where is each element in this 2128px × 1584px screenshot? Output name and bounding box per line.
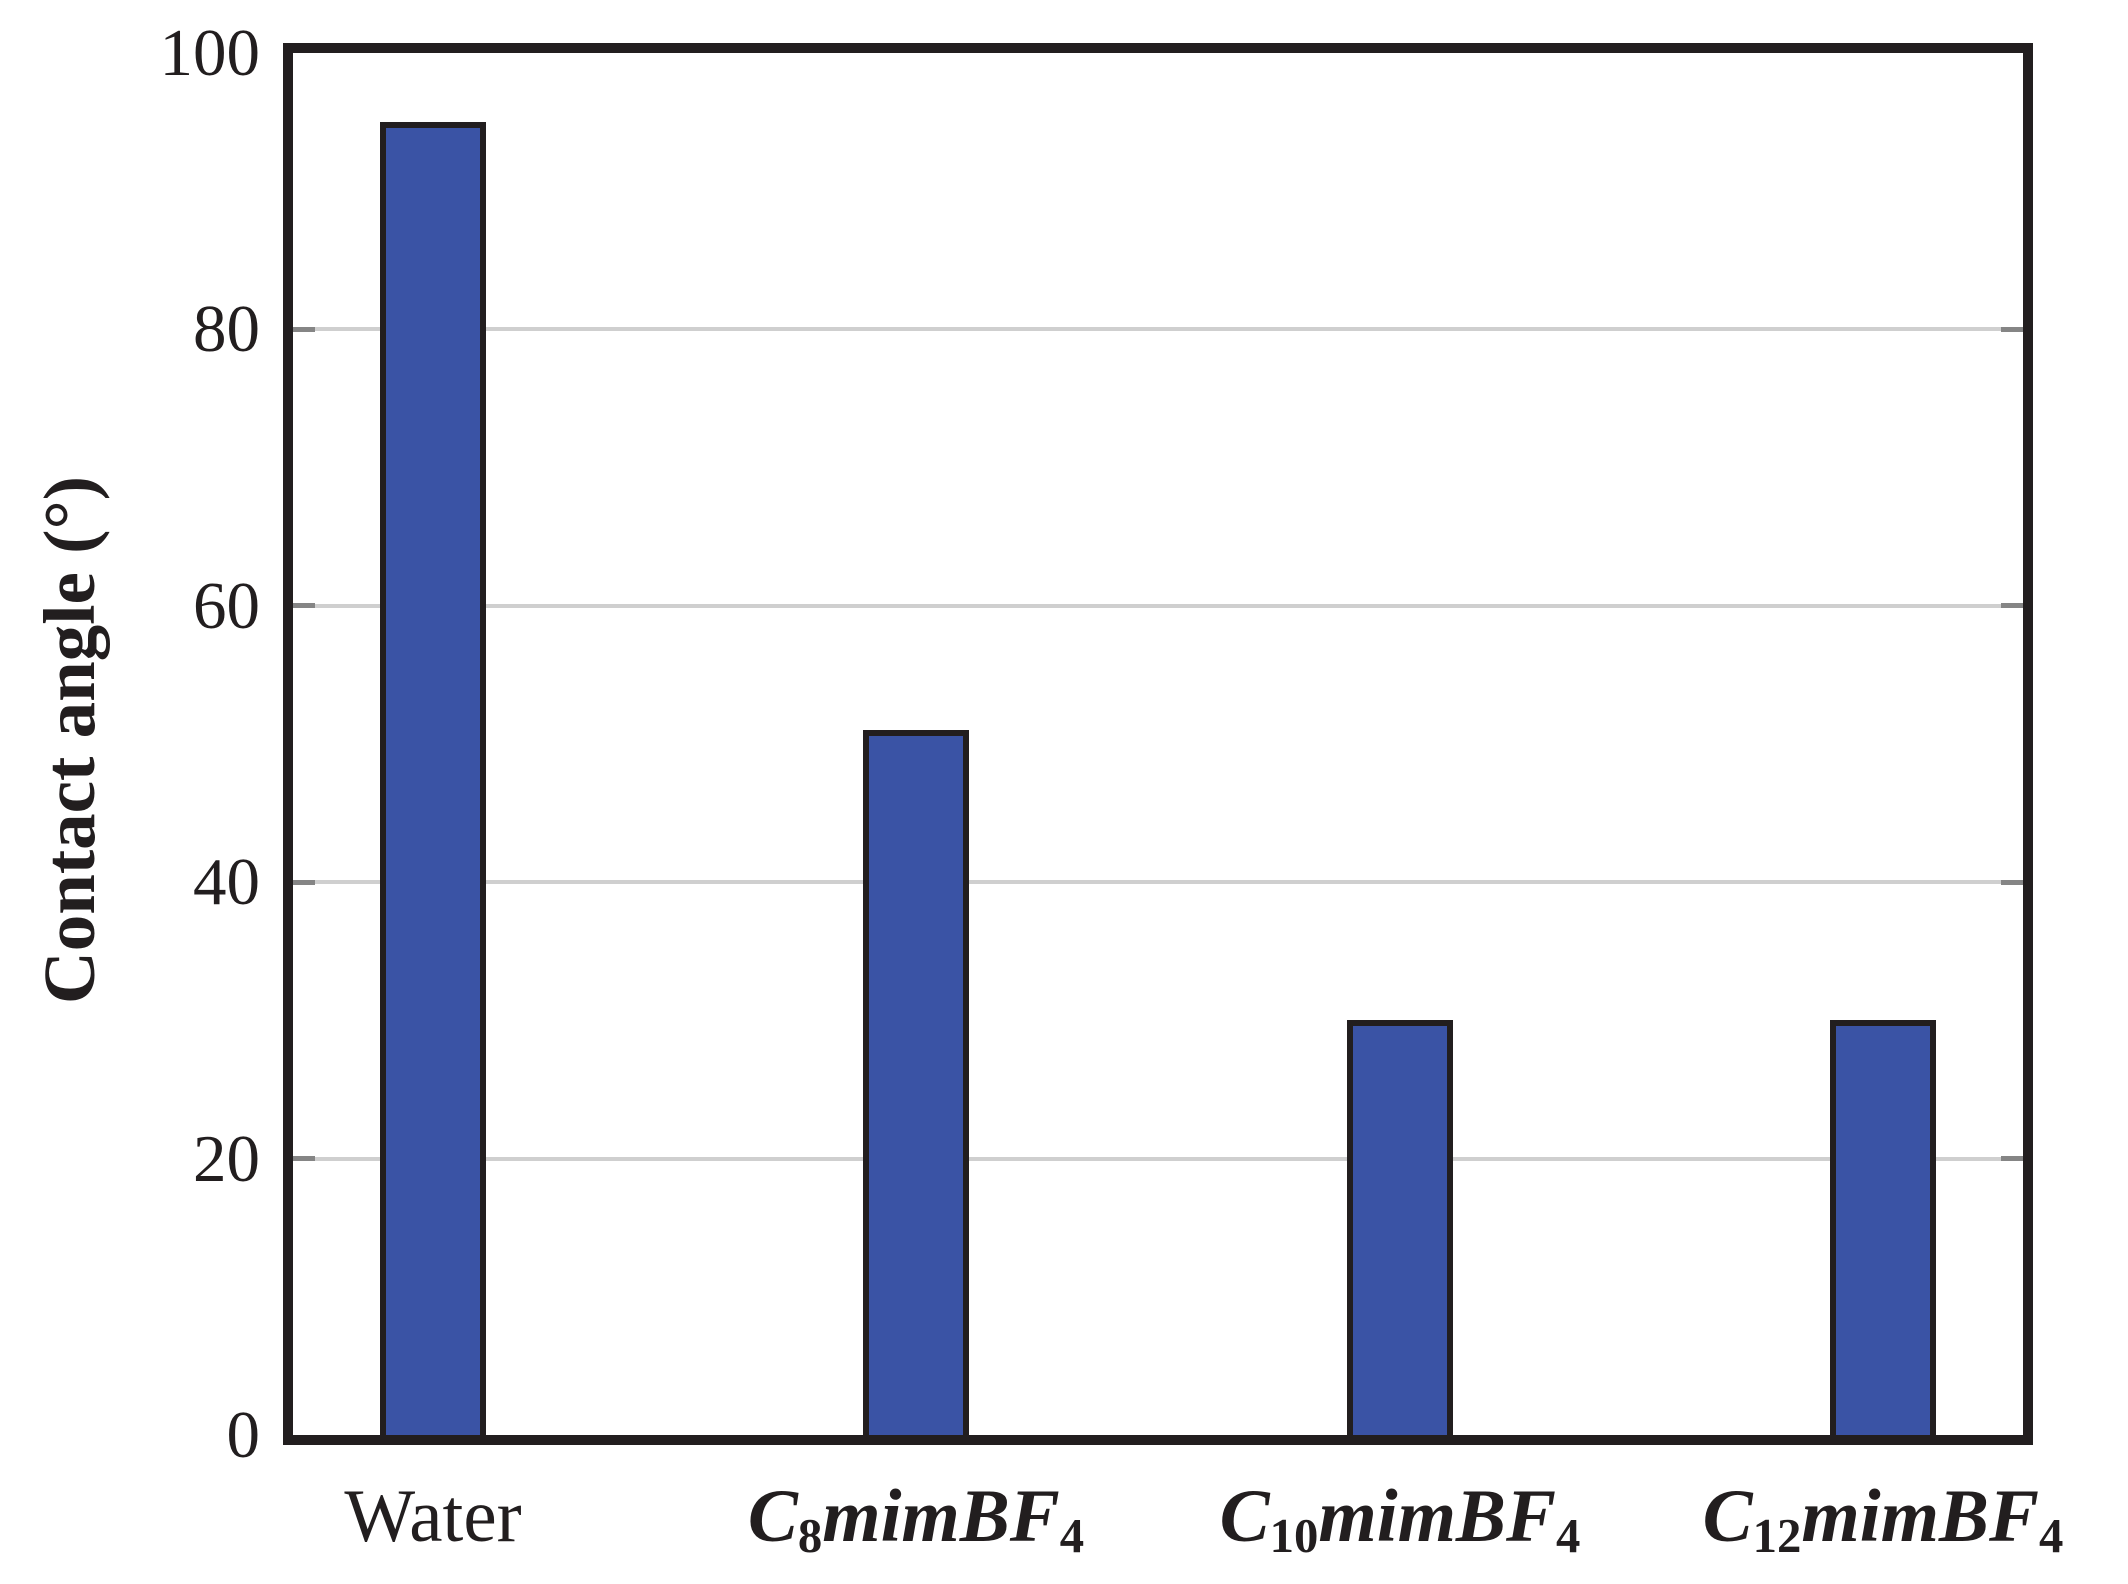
- y-tick-right-60: [2001, 603, 2023, 609]
- y-tick-label-40: 40: [193, 845, 260, 919]
- gridline-40: [293, 880, 2023, 885]
- y-tick-label-60: 60: [193, 569, 260, 643]
- gridline-60: [293, 603, 2023, 608]
- gridline-20: [293, 1156, 2023, 1161]
- y-tick-left-20: [293, 1156, 315, 1162]
- gridline-80: [293, 327, 2023, 332]
- x-tick-formula: C10mimBF4: [1219, 1475, 1581, 1563]
- y-tick-right-80: [2001, 326, 2023, 332]
- x-tick-label-water: Water: [113, 1462, 753, 1572]
- y-tick-label-0: 0: [226, 1398, 261, 1472]
- y-tick-label-100: 100: [159, 16, 261, 90]
- y-axis-label: Contact angle (°): [29, 476, 110, 1004]
- bar-c12mimbf4: [1830, 1020, 1936, 1435]
- plot-area: [283, 43, 2033, 1445]
- y-tick-right-40: [2001, 879, 2023, 885]
- y-tick-left-40: [293, 879, 315, 885]
- y-tick-left-60: [293, 603, 315, 609]
- bar-water: [380, 122, 486, 1435]
- x-tick-label-c10mimbf4: C10mimBF4: [1080, 1462, 1720, 1572]
- x-tick-label-c8mimbf4: C8mimBF4: [596, 1462, 1236, 1572]
- bar-c8mimbf4: [863, 730, 969, 1435]
- y-tick-left-80: [293, 326, 315, 332]
- x-tick-formula: C8mimBF4: [747, 1475, 1085, 1563]
- bar-c10mimbf4: [1347, 1020, 1453, 1435]
- y-tick-right-20: [2001, 1156, 2023, 1162]
- y-tick-label-20: 20: [193, 1122, 260, 1196]
- y-tick-label-80: 80: [193, 292, 260, 366]
- x-tick-text: Water: [344, 1475, 522, 1558]
- x-tick-formula: C12mimBF4: [1702, 1475, 2064, 1563]
- x-tick-label-c12mimbf4: C12mimBF4: [1563, 1462, 2128, 1572]
